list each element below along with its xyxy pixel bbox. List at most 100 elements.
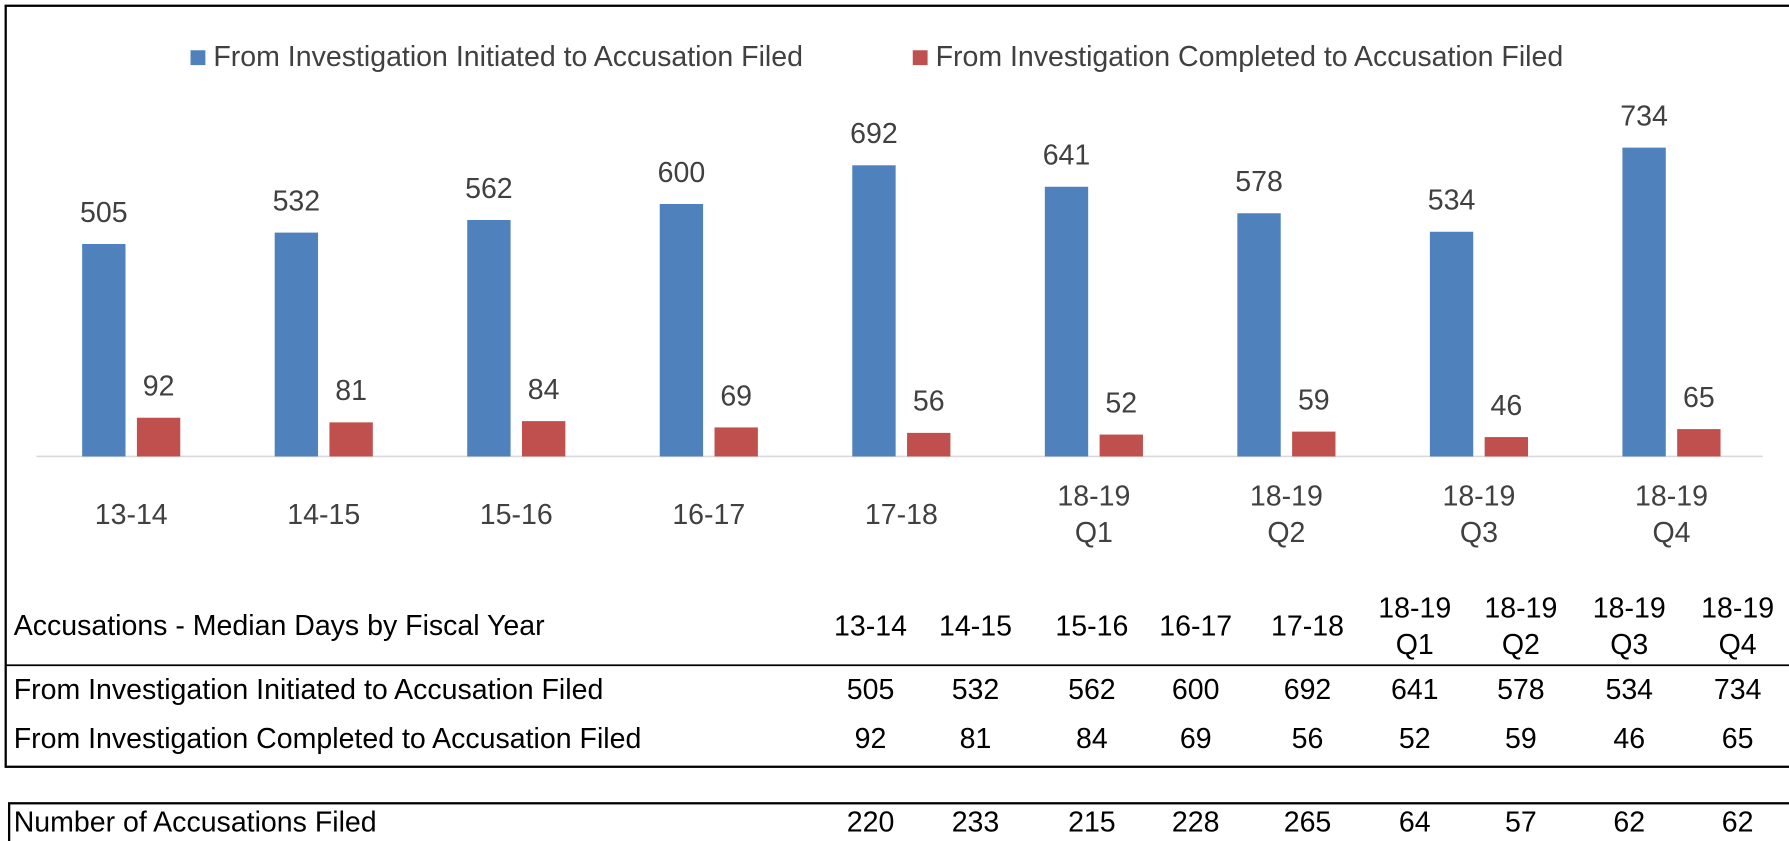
table-cell: 532	[952, 674, 1000, 706]
table-cell: 215	[1068, 806, 1116, 838]
table-header-box: 17-18	[1271, 610, 1344, 643]
legend-label: From Investigation Initiated to Accusati…	[213, 41, 803, 73]
bar	[1237, 213, 1281, 457]
table-cell: 233	[952, 806, 1000, 838]
table-cell: 562	[1068, 674, 1116, 706]
x-tick-label-box: 17-18	[864, 498, 938, 531]
data-label: 46	[1490, 390, 1522, 422]
x-tick-label-box: 15-16	[479, 498, 553, 531]
table-cell: 69	[1180, 723, 1212, 755]
data-label: 505	[80, 197, 128, 229]
data-label: 92	[143, 371, 175, 403]
legend-swatch	[190, 50, 206, 66]
table-header-box: 14-15	[939, 610, 1012, 643]
bar	[852, 165, 896, 457]
table-cell: 62	[1613, 806, 1645, 838]
x-tick-label: 17-18	[864, 498, 938, 531]
table-cell: 505	[847, 674, 895, 706]
table-row-label: From Investigation Initiated to Accusati…	[14, 674, 604, 706]
table-cell: 65	[1722, 723, 1754, 755]
table-cell: 57	[1505, 806, 1537, 838]
x-tick-label: 16-17	[672, 498, 746, 531]
table-header-box: 18-19 Q3	[1592, 592, 1666, 661]
table-header: 18-19 Q2	[1484, 592, 1558, 661]
table-header-box: 18-19 Q1	[1378, 592, 1452, 661]
x-tick-label: 14-15	[287, 498, 361, 531]
data-label: 692	[850, 118, 898, 150]
data-label: 56	[913, 386, 945, 418]
table-cell: 265	[1284, 806, 1332, 838]
table-header: 14-15	[939, 610, 1012, 643]
table-cell: 692	[1284, 674, 1332, 706]
data-label: 578	[1235, 166, 1283, 198]
x-tick-label-box: 18-19 Q2	[1249, 480, 1323, 549]
data-label: 641	[1043, 140, 1091, 172]
x-tick-label-box: 18-19 Q4	[1634, 480, 1708, 549]
data-label: 81	[335, 375, 367, 407]
legend-swatch	[912, 50, 928, 66]
table-cell: 59	[1505, 723, 1537, 755]
data-label: 534	[1428, 185, 1476, 217]
data-label: 69	[720, 380, 752, 412]
bar	[1484, 437, 1529, 457]
x-tick-label: 18-19 Q3	[1442, 480, 1516, 549]
table-header: 18-19 Q4	[1701, 592, 1775, 661]
bar	[907, 432, 951, 457]
table-cell: 56	[1292, 723, 1324, 755]
table-header-box: 15-16	[1055, 610, 1129, 643]
data-label: 59	[1298, 384, 1330, 416]
bar	[1677, 429, 1721, 457]
bar	[82, 243, 126, 457]
bar	[1044, 186, 1089, 457]
table-header-box: 13-14	[834, 610, 908, 643]
table-header: 15-16	[1055, 610, 1129, 643]
bar	[1292, 431, 1336, 457]
table-header: 18-19 Q3	[1592, 592, 1666, 661]
x-tick-label: 15-16	[479, 498, 553, 531]
table-header: 16-17	[1159, 610, 1233, 643]
table-cell: 578	[1497, 674, 1545, 706]
data-label: 84	[528, 374, 560, 406]
x-tick-label: 18-19 Q4	[1634, 480, 1708, 549]
table-header: 13-14	[834, 610, 908, 643]
table-row-label: Number of Accusations Filed	[14, 806, 377, 838]
x-tick-label: 18-19 Q2	[1249, 480, 1323, 549]
data-label: 65	[1683, 382, 1715, 414]
table-header-box: 18-19 Q2	[1484, 592, 1558, 661]
table-cell: 534	[1605, 674, 1653, 706]
x-tick-label-box: 18-19 Q1	[1057, 480, 1131, 549]
chart-border	[4, 4, 1789, 768]
table-cell: 600	[1172, 674, 1220, 706]
bar	[274, 232, 319, 457]
bar	[136, 417, 181, 457]
x-tick-label-box: 13-14	[94, 498, 168, 531]
x-tick-label-box: 14-15	[287, 498, 361, 531]
x-tick-label: 13-14	[94, 498, 168, 531]
table-cell: 81	[960, 723, 992, 755]
data-label: 532	[273, 185, 321, 217]
table-header: 17-18	[1271, 610, 1344, 643]
table-title: Accusations - Median Days by Fiscal Year	[14, 610, 545, 642]
bar	[714, 427, 758, 457]
bar	[329, 422, 373, 457]
table-header: 18-19 Q1	[1378, 592, 1452, 661]
bar	[1099, 434, 1143, 457]
data-label: 562	[465, 173, 513, 205]
x-tick-label: 18-19 Q1	[1057, 480, 1131, 549]
table-cell: 62	[1722, 806, 1754, 838]
table-cell: 64	[1399, 806, 1431, 838]
table-cell: 228	[1172, 806, 1220, 838]
bar	[467, 219, 511, 457]
table-row-label: From Investigation Completed to Accusati…	[14, 723, 642, 755]
x-tick-label-box: 18-19 Q3	[1442, 480, 1516, 549]
table-cell: 84	[1076, 723, 1108, 755]
table-header-box: 16-17	[1159, 610, 1233, 643]
table-cell: 92	[855, 723, 887, 755]
bar	[1622, 147, 1666, 457]
bar	[659, 204, 704, 457]
data-label: 600	[658, 157, 706, 189]
table-cell: 734	[1714, 674, 1762, 706]
bar	[1429, 231, 1474, 457]
